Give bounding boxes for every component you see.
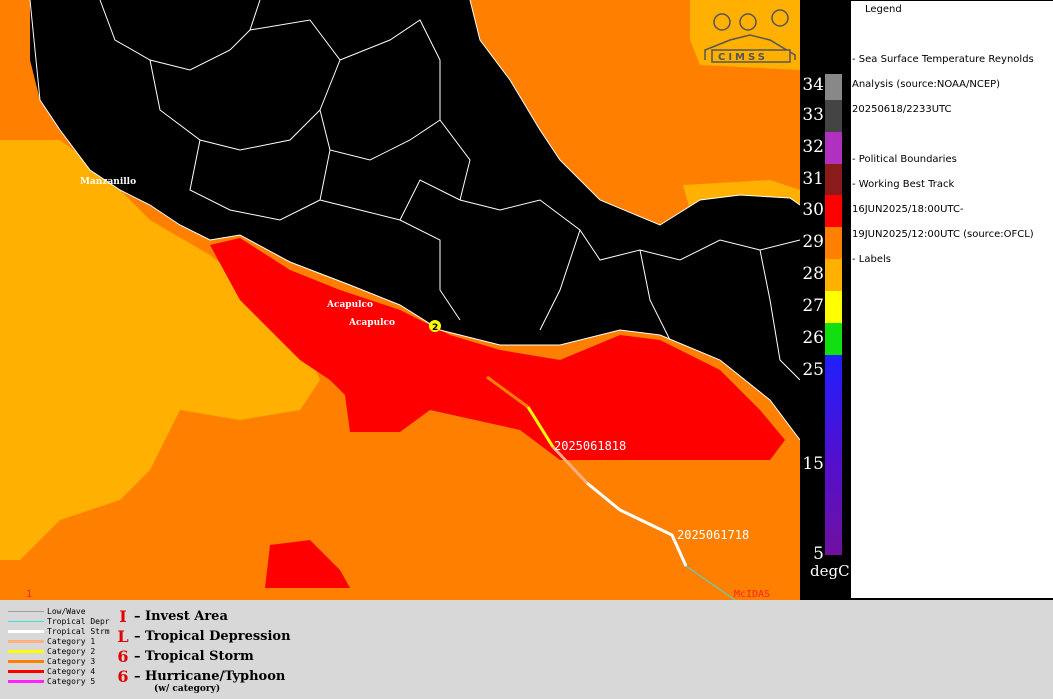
ocean-sst-30-south xyxy=(265,540,350,588)
ocean-sst-28-amber-west xyxy=(0,140,320,560)
symbol-key-storm: 6 – Tropical Storm xyxy=(116,646,254,666)
track-key-cat4: Category 4 xyxy=(8,666,95,676)
colorbar-label-30: 30 xyxy=(802,200,824,220)
land-mexico xyxy=(30,0,800,440)
political-boundaries xyxy=(29,0,800,441)
tropical-storm-icon: 6 xyxy=(117,646,129,666)
swatch-tropical-depr xyxy=(8,620,44,622)
symbol-key-invest: I – Invest Area xyxy=(116,606,228,626)
symbol-key-label: – Tropical Storm xyxy=(134,648,254,664)
colorbar-band-31 xyxy=(825,164,842,195)
cimss-logo-icon xyxy=(704,9,796,63)
swatch-tropical-strm xyxy=(8,629,44,633)
best-track xyxy=(486,375,736,600)
colorbar-band-30 xyxy=(825,195,842,227)
swatch-cat1 xyxy=(8,639,44,643)
swatch-low-wave xyxy=(8,610,44,612)
swatch-cat4 xyxy=(8,669,44,673)
track-cat3 xyxy=(486,375,529,409)
colorbar-band-27 xyxy=(825,291,842,323)
track-key-label: Tropical Strm xyxy=(47,626,110,636)
temperature-colorbar: 34 33 32 31 30 29 28 27 26 25 15 5 degC xyxy=(800,0,850,600)
hurricane-icon: 6 xyxy=(117,666,129,686)
storm-marker-category: 2 xyxy=(432,323,438,333)
colorbar-band-32 xyxy=(825,132,842,164)
swatch-cat2 xyxy=(8,649,44,653)
depression-icon: L xyxy=(117,626,129,646)
track-key-label: Category 1 xyxy=(47,636,96,646)
symbol-key-label: – Tropical Depression xyxy=(134,628,291,644)
track-time-label-2: 2025061718 xyxy=(677,528,749,542)
colorbar-label-31: 31 xyxy=(802,169,824,189)
track-td xyxy=(685,565,736,600)
legend-panel: Legend - Sea Surface Temperature Reynold… xyxy=(850,0,1053,599)
legend-title: Legend xyxy=(865,4,902,15)
colorbar-label-5: 5 xyxy=(813,544,824,564)
legend-line-sst-source: Analysis (source:NOAA/NCEP) xyxy=(852,79,1001,90)
invest-icon: I xyxy=(119,606,127,626)
colorbar-band-29 xyxy=(825,227,842,259)
ocean-sst-30-pool xyxy=(210,238,785,460)
mcidas-label: McIDAS xyxy=(734,589,770,600)
track-key-label: Category 4 xyxy=(47,666,96,676)
colorbar-band-26 xyxy=(825,323,842,355)
legend-line-labels: - Labels xyxy=(852,254,891,265)
swatch-cat5 xyxy=(8,679,44,683)
corner-number: 1 xyxy=(26,589,32,600)
legend-line-track-end: 19JUN2025/12:00UTC (source:OFCL) xyxy=(852,229,1034,240)
symbol-key-depression: L – Tropical Depression xyxy=(116,626,291,646)
legend-line-sst: - Sea Surface Temperature Reynolds xyxy=(852,54,1034,65)
legend-line-track-start: 16JUN2025/18:00UTC- xyxy=(852,204,964,215)
track-key-cat1: Category 1 xyxy=(8,636,95,646)
storm-marker-icon xyxy=(429,320,441,332)
legend-line-sst-time: 20250618/2233UTC xyxy=(852,104,952,115)
city-label-manzanillo: Manzanillo xyxy=(80,177,136,187)
colorbar-label-27: 27 xyxy=(802,296,824,316)
symbol-key-hurricane: 6 – Hurricane/Typhoon xyxy=(116,666,285,686)
city-label-acapulco-1: Acapulco xyxy=(326,300,373,310)
track-key-tropical-depr: Tropical Depr xyxy=(8,616,110,626)
colorbar-label-25: 25 xyxy=(802,360,824,380)
track-key-label: Low/Wave xyxy=(47,606,86,616)
sst-map: Manzanillo Acapulco Acapulco 2 202506181… xyxy=(0,0,800,600)
track-key-cat5: Category 5 xyxy=(8,676,95,686)
track-key-tropical-strm: Tropical Strm xyxy=(8,626,110,636)
track-key-panel xyxy=(0,600,1053,699)
track-ts xyxy=(586,481,688,567)
legend-line-boundaries: - Political Boundaries xyxy=(852,154,957,165)
track-key-cat3: Category 3 xyxy=(8,656,95,666)
track-key-label: Category 5 xyxy=(47,676,96,686)
colorbar-band-34 xyxy=(825,74,842,100)
colorbar-label-26: 26 xyxy=(802,328,824,348)
track-key-label: Category 2 xyxy=(47,646,96,656)
colorbar-band-25 xyxy=(825,355,842,555)
colorbar-label-34: 34 xyxy=(802,75,824,95)
track-key-cat2: Category 2 xyxy=(8,646,95,656)
symbol-key-label: – Hurricane/Typhoon xyxy=(134,668,286,684)
colorbar-label-15: 15 xyxy=(802,454,824,474)
track-key-label: Category 3 xyxy=(47,656,96,666)
colorbar-unit: degC xyxy=(810,562,850,580)
colorbar-band-33 xyxy=(825,100,842,132)
track-key-low-wave: Low/Wave xyxy=(8,606,86,616)
track-cat1 xyxy=(551,445,589,485)
city-label-acapulco-2: Acapulco xyxy=(348,318,395,328)
symbol-key-label: – Invest Area xyxy=(134,608,228,624)
legend-line-best-track: - Working Best Track xyxy=(852,179,955,190)
colorbar-label-32: 32 xyxy=(802,137,824,157)
colorbar-label-29: 29 xyxy=(802,232,824,252)
cimss-logo-text: CIMSS xyxy=(718,52,768,63)
colorbar-label-33: 33 xyxy=(802,105,824,125)
track-time-label-1: 2025061818 xyxy=(554,439,626,453)
track-cat2 xyxy=(526,406,555,448)
swatch-cat3 xyxy=(8,659,44,663)
colorbar-band-28 xyxy=(825,259,842,291)
colorbar-label-28: 28 xyxy=(802,264,824,284)
track-key-label: Tropical Depr xyxy=(47,616,110,626)
symbol-key-note: (w/ category) xyxy=(154,684,221,694)
